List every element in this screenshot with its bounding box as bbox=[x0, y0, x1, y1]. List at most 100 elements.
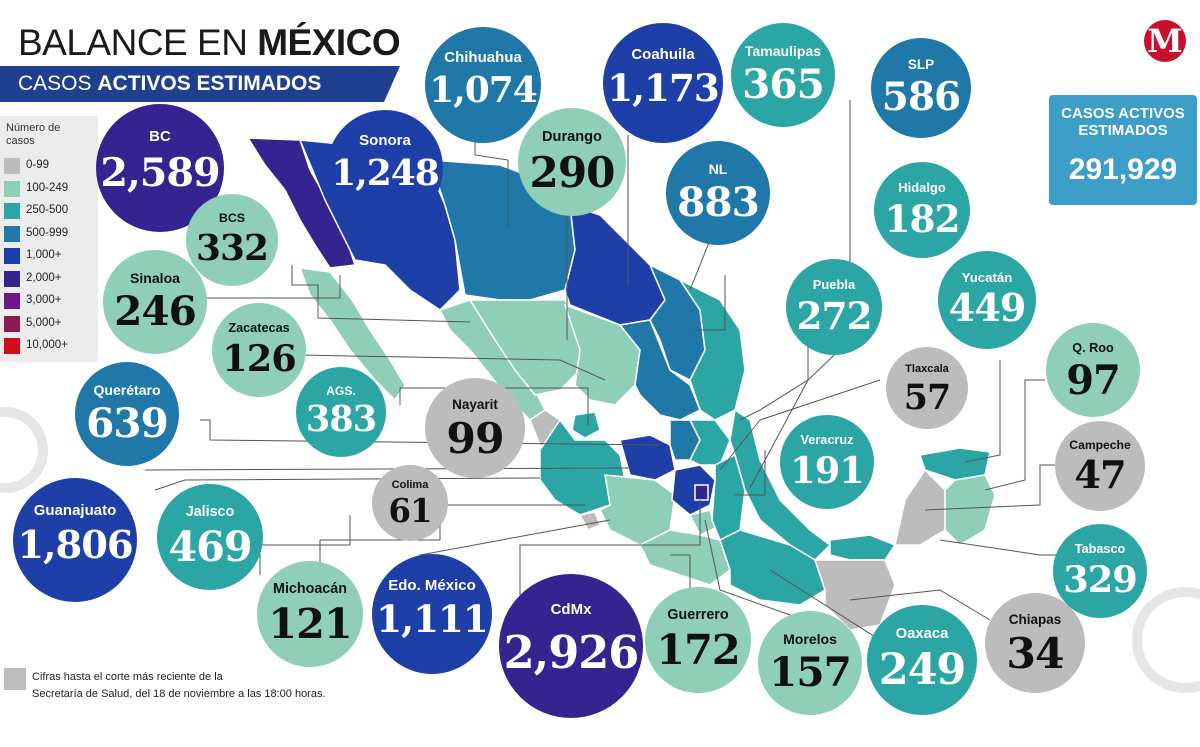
state-value: 61 bbox=[388, 492, 433, 531]
source-note: Cifras hasta el corte más reciente de la… bbox=[32, 671, 326, 700]
state-name: Querétaro bbox=[93, 381, 161, 398]
state-value: 97 bbox=[1066, 356, 1121, 404]
state-name: Colima bbox=[391, 479, 429, 492]
state-name: Nayarit bbox=[452, 397, 498, 412]
state-value: 469 bbox=[168, 522, 252, 572]
legend-item: 5,000+ bbox=[4, 314, 96, 332]
state-value: 1,074 bbox=[429, 68, 538, 111]
state-name: Morelos bbox=[783, 630, 837, 647]
state-value: 126 bbox=[222, 336, 297, 380]
legend-label: 250-500 bbox=[26, 204, 69, 216]
state-name: Guanajuato bbox=[33, 501, 117, 519]
map-hidalgo bbox=[688, 419, 731, 466]
state-value: 246 bbox=[114, 287, 197, 336]
map-morelos bbox=[688, 509, 716, 536]
state-value: 290 bbox=[529, 146, 616, 197]
page-subtitle: CASOS ACTIVOS ESTIMADOS bbox=[0, 66, 400, 102]
state-bubble: Q. Roo 97 bbox=[1046, 323, 1140, 417]
state-value: 1,173 bbox=[607, 66, 719, 111]
legend-item: 250-500 bbox=[4, 201, 96, 219]
legend-swatch bbox=[4, 315, 20, 332]
legend-item: 100-249 bbox=[4, 179, 96, 197]
state-name: Sonora bbox=[359, 132, 411, 150]
state-bubble: Morelos 157 bbox=[758, 611, 862, 715]
state-name: Tlaxcala bbox=[905, 362, 949, 375]
state-bubble: Tamaulipas 365 bbox=[731, 23, 835, 127]
map-campeche bbox=[894, 468, 946, 546]
state-value: 57 bbox=[903, 376, 951, 418]
state-name: NL bbox=[708, 160, 728, 177]
state-bubble: Tabasco 329 bbox=[1053, 524, 1147, 618]
state-name: SLP bbox=[907, 57, 935, 72]
legend-item: 500-999 bbox=[4, 224, 96, 242]
legend-swatch bbox=[4, 338, 20, 354]
state-bubble: Chihuahua 1,074 bbox=[425, 27, 541, 143]
legend-label: 10,000+ bbox=[26, 339, 68, 351]
state-bubble: CdMx 2,926 bbox=[499, 574, 643, 718]
state-name: Jalisco bbox=[185, 504, 235, 521]
map-edomex bbox=[671, 464, 716, 516]
state-value: 365 bbox=[742, 60, 825, 109]
legend-label: 2,000+ bbox=[26, 271, 62, 284]
state-bubble: Oaxaca 249 bbox=[867, 605, 977, 715]
map-qroo bbox=[944, 474, 996, 546]
state-bubble: Colima 61 bbox=[372, 465, 448, 541]
legend-swatch bbox=[4, 248, 20, 264]
state-bubble: Querétaro 639 bbox=[75, 362, 179, 466]
state-value: 121 bbox=[268, 599, 352, 649]
state-name: Chiapas bbox=[1008, 612, 1062, 627]
milenio-logo: M bbox=[1144, 20, 1186, 62]
state-name: Sinaloa bbox=[130, 269, 180, 286]
state-name: Coahuila bbox=[631, 45, 695, 63]
state-bubble: Campeche 47 bbox=[1055, 421, 1145, 511]
state-name: Michoacán bbox=[273, 581, 347, 598]
legend-label: 100-249 bbox=[26, 181, 69, 194]
legend-label: 1,000+ bbox=[26, 249, 62, 261]
state-name: Durango bbox=[542, 128, 602, 145]
legend-swatch bbox=[4, 180, 20, 197]
state-bubble: Veracruz 191 bbox=[780, 415, 874, 509]
state-name: AGS. bbox=[326, 384, 356, 399]
legend-item: 3,000+ bbox=[4, 291, 96, 309]
state-value: 249 bbox=[878, 644, 967, 695]
state-value: 182 bbox=[884, 196, 960, 241]
legend-label: 3,000+ bbox=[26, 294, 62, 306]
state-value: 191 bbox=[790, 448, 865, 492]
legend-item: 0-99 bbox=[4, 156, 96, 174]
state-name: Tabasco bbox=[1074, 541, 1126, 556]
state-value: 99 bbox=[446, 414, 504, 464]
state-bubble: Edo. México 1,111 bbox=[372, 554, 492, 674]
state-bubble: Durango 290 bbox=[518, 108, 626, 216]
legend-swatch bbox=[4, 203, 20, 219]
state-bubble: Guanajuato 1,806 bbox=[13, 478, 137, 602]
map-guerrero bbox=[638, 529, 731, 586]
legend-swatch bbox=[4, 225, 20, 242]
map-ags bbox=[571, 411, 601, 439]
state-name: CdMx bbox=[550, 601, 592, 619]
state-name: Puebla bbox=[812, 277, 856, 293]
legend-item: 1,000+ bbox=[4, 246, 96, 264]
state-value: 272 bbox=[796, 293, 872, 338]
state-name: Veracruz bbox=[800, 432, 854, 447]
state-name: Hidalgo bbox=[898, 180, 946, 196]
state-value: 2,926 bbox=[503, 625, 640, 679]
state-value: 586 bbox=[881, 74, 961, 120]
state-bubble: Coahuila 1,173 bbox=[603, 23, 723, 143]
state-name: Edo. México bbox=[388, 576, 476, 594]
state-bubble: Nayarit 99 bbox=[425, 378, 525, 478]
note-marker bbox=[4, 668, 26, 690]
state-bubble: Sinaloa 246 bbox=[103, 250, 207, 354]
map-bc bbox=[246, 137, 357, 269]
state-name: Zacatecas bbox=[228, 320, 290, 335]
state-bubble: SLP 586 bbox=[871, 38, 971, 138]
state-value: 2,589 bbox=[100, 150, 220, 197]
state-bubble: Chiapas 34 bbox=[985, 593, 1085, 693]
state-value: 883 bbox=[677, 178, 760, 227]
state-bubble: Hidalgo 182 bbox=[874, 162, 970, 258]
state-bubble: BC 2,589 bbox=[96, 104, 224, 232]
state-name: Oaxaca bbox=[895, 625, 949, 642]
map-tabasco bbox=[829, 534, 897, 561]
legend-label: 0-99 bbox=[26, 159, 50, 171]
